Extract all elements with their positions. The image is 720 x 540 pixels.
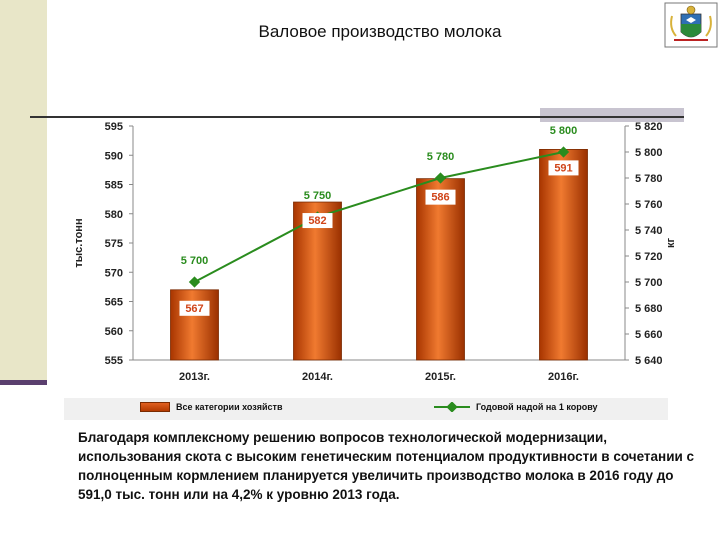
x-tick-label: 2016г. xyxy=(548,371,579,383)
right-tick-label: 5 680 xyxy=(635,303,663,315)
y2-axis-label: кг xyxy=(665,238,677,249)
chart-legend: Все категории хозяйств Годовой надой на … xyxy=(64,398,668,420)
left-tick-label: 575 xyxy=(105,238,123,250)
right-tick-label: 5 660 xyxy=(635,329,663,341)
bar-value-label: 582 xyxy=(308,215,326,227)
line-value-label: 5 700 xyxy=(181,255,209,267)
series-line xyxy=(194,151,564,283)
left-tick-label: 570 xyxy=(105,267,123,279)
legend-item-line: Годовой надой на 1 корову xyxy=(434,402,598,412)
line-value-label: 5 750 xyxy=(304,190,332,202)
slide-title: Валовое производство молока xyxy=(258,22,502,41)
bar xyxy=(539,149,588,361)
left-tick-label: 580 xyxy=(105,209,123,221)
left-tick-label: 585 xyxy=(105,180,123,192)
left-decor-band xyxy=(0,0,47,385)
legend-item-bars: Все категории хозяйств xyxy=(140,402,283,412)
right-tick-label: 5 760 xyxy=(635,199,663,211)
bar-value-label-bg xyxy=(425,189,456,205)
bar xyxy=(293,201,342,361)
bar xyxy=(170,289,219,361)
y-axis-label: тыс.тонн xyxy=(73,218,85,267)
x-tick-label: 2015г. xyxy=(425,371,456,383)
legend-bar-swatch xyxy=(140,402,170,412)
right-tick-label: 5 700 xyxy=(635,277,663,289)
line-value-label: 5 780 xyxy=(427,151,455,163)
left-tick-label: 595 xyxy=(105,121,123,133)
bar-value-label: 567 xyxy=(185,303,203,315)
line-value-label: 5 800 xyxy=(550,125,578,137)
left-decor-accent xyxy=(0,380,47,385)
bar xyxy=(416,178,465,361)
milk-production-chart: 555 560 565 570 575 580 585 590 595 5 640 5 660 5 6… xyxy=(73,121,677,383)
left-tick-label: 560 xyxy=(105,326,123,338)
top-decor-accent xyxy=(540,108,684,122)
bar-value-label: 586 xyxy=(431,192,449,204)
legend-line-swatch xyxy=(434,402,470,412)
left-tick-label: 555 xyxy=(105,355,123,367)
x-tick-label: 2013г. xyxy=(179,371,210,383)
legend-label-line: Годовой надой на 1 корову xyxy=(476,402,598,412)
right-tick-label: 5 740 xyxy=(635,225,663,237)
right-tick-label: 5 820 xyxy=(635,121,663,133)
left-tick-label: 565 xyxy=(105,297,123,309)
x-tick-label: 2014г. xyxy=(302,371,333,383)
bar-value-label: 591 xyxy=(554,162,572,174)
right-tick-label: 5 720 xyxy=(635,251,663,263)
coat-of-arms-emblem xyxy=(664,2,718,48)
legend-label-bars: Все категории хозяйств xyxy=(176,402,283,412)
bar-value-label-bg xyxy=(179,300,210,316)
right-tick-label: 5 780 xyxy=(635,173,663,185)
bar-value-label-bg xyxy=(548,160,579,176)
left-tick-label: 590 xyxy=(105,150,123,162)
slide-caption: Благодаря комплексному решению вопросов … xyxy=(78,430,695,502)
title-divider xyxy=(30,116,684,118)
right-tick-label: 5 640 xyxy=(635,355,663,367)
right-tick-label: 5 800 xyxy=(635,147,663,159)
bar-value-label-bg xyxy=(302,213,333,229)
line-point xyxy=(188,276,201,288)
